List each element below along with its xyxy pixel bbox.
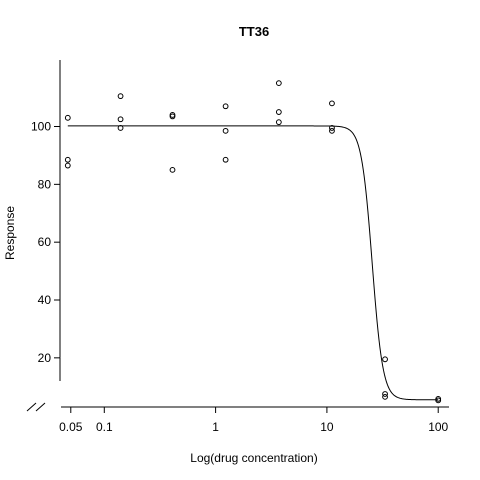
data-point (117, 125, 124, 131)
data-points-layer (64, 80, 442, 404)
data-point (329, 125, 335, 131)
data-point (382, 356, 388, 363)
data-point (275, 80, 282, 87)
axis-break-marks (26, 402, 46, 412)
data-point (117, 93, 124, 100)
fit-curve (67, 125, 439, 401)
axis-break-slash (35, 402, 46, 412)
y-tick-label: 40 (38, 293, 52, 307)
data-point (64, 156, 71, 163)
data-point (169, 113, 176, 120)
data-point (64, 114, 71, 121)
fit-curve-layer (67, 125, 439, 401)
chart-title: TT36 (239, 24, 269, 39)
data-point (382, 393, 388, 400)
data-point (222, 156, 229, 163)
data-point (169, 166, 176, 173)
y-tick-label: 60 (38, 235, 52, 249)
y-tick-label: 80 (38, 177, 52, 191)
x-tick-label: 100 (428, 420, 448, 434)
y-tick-label: 100 (31, 120, 51, 134)
data-point (222, 103, 229, 110)
y-axis: 20 40 60 80 100 (31, 60, 61, 381)
data-point (435, 397, 442, 404)
data-point (275, 109, 282, 115)
data-point (64, 162, 71, 169)
x-axis-label: Log(drug concentration) (190, 451, 317, 465)
data-point (329, 100, 335, 107)
x-tick-label: 0.1 (96, 420, 113, 434)
data-point (382, 391, 388, 397)
data-point (117, 116, 124, 123)
x-axis: 0.05 0.1 1 10 100 (59, 406, 449, 434)
x-tick-label: 1 (212, 420, 219, 434)
x-tick-label: 10 (320, 420, 334, 434)
y-tick-label: 20 (38, 351, 52, 365)
y-axis-label: Response (3, 206, 17, 260)
data-point (275, 119, 282, 126)
axis-break-slash (26, 402, 37, 412)
data-point (329, 127, 335, 134)
x-tick-label: 0.05 (59, 420, 83, 434)
data-point (222, 127, 229, 134)
